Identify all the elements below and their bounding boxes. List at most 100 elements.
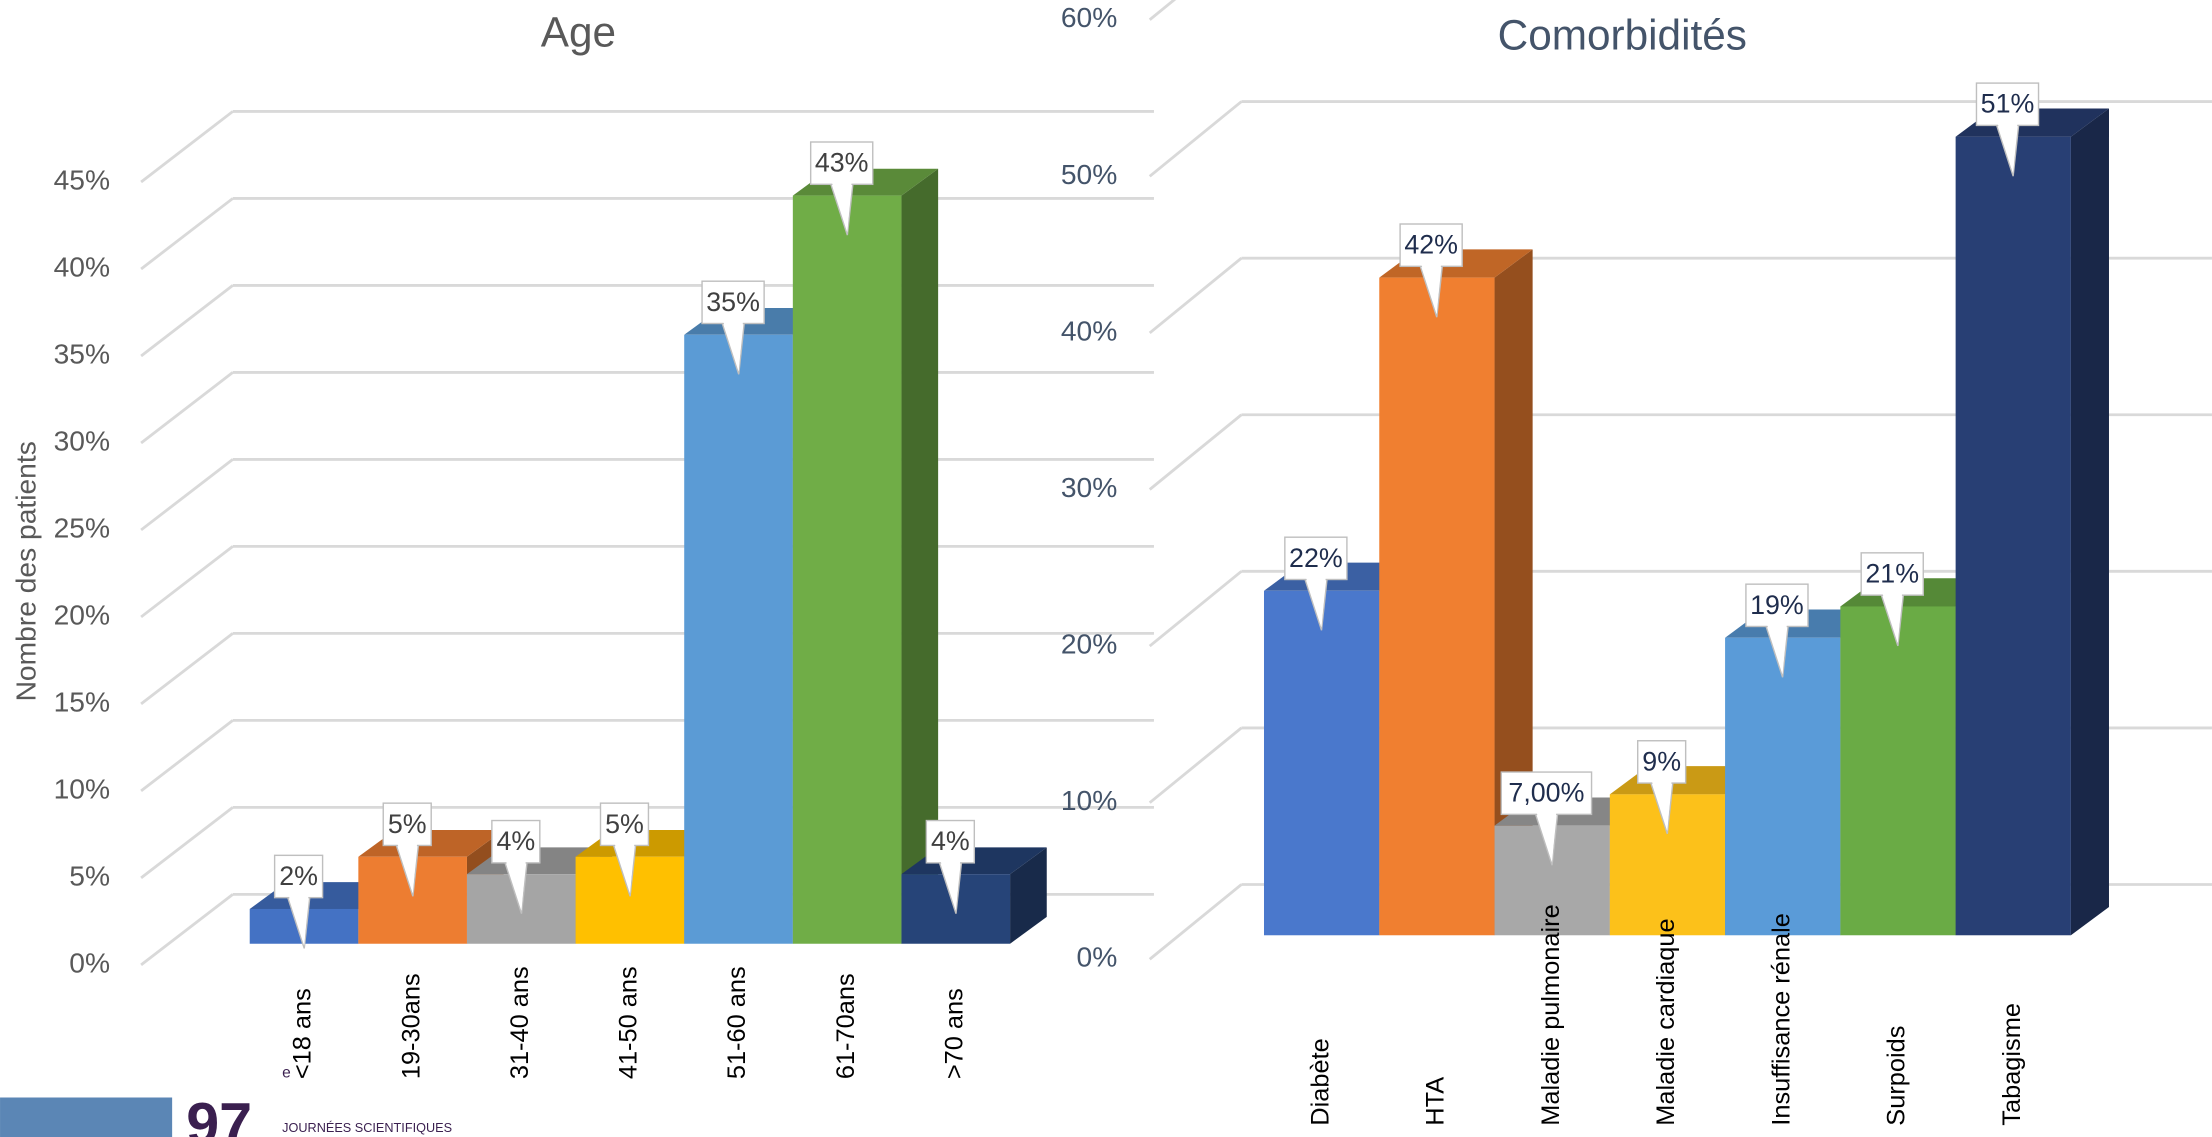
y-tick-label: 50% (1061, 158, 1117, 190)
grid-line (140, 893, 234, 967)
y-tick-label: 45% (54, 163, 110, 195)
y-tick-label: 15% (54, 685, 110, 717)
grid-line (140, 458, 234, 532)
value-label-box (1860, 552, 1924, 596)
value-label: 9% (1642, 746, 1681, 776)
chart-title: Comorbidités (1498, 11, 1747, 58)
chart-title: Age (541, 8, 616, 55)
value-label-pointer-fill (397, 843, 418, 894)
y-tick-label: 25% (54, 511, 110, 543)
value-label-box (1745, 583, 1809, 628)
grid-line (1148, 413, 1243, 491)
logo-number: 97 (186, 1090, 252, 1137)
value-label: 4% (931, 826, 970, 856)
logo: 97 e JOURNÉES SCIENTIFIQUES (0, 1065, 452, 1137)
grid-line (140, 284, 234, 358)
value-label: 5% (605, 809, 644, 839)
y-axis-label: Nombre des patients (10, 441, 42, 701)
bar (792, 195, 902, 944)
y-tick-label: 10% (1061, 784, 1117, 816)
x-tick-label: Insuffisance rénale (1767, 913, 1795, 1126)
bar (684, 334, 793, 944)
y-tick-label: 40% (54, 250, 110, 282)
value-label-pointer-fill (1651, 780, 1672, 832)
y-tick-label: 5% (69, 859, 110, 891)
value-label: 22% (1289, 543, 1343, 573)
value-label-box (273, 854, 324, 899)
value-label: 5% (388, 809, 427, 839)
bar (1263, 590, 1380, 936)
x-tick-label: >70 ans (940, 988, 968, 1079)
y-tick-label: 30% (54, 424, 110, 456)
x-tick-label: Surpoids (1883, 1026, 1911, 1126)
value-label-box (599, 802, 650, 847)
x-tick-label: 19-30ans (397, 973, 425, 1079)
y-tick-label: 30% (1061, 471, 1117, 503)
x-tick-label: 61-70ans (832, 973, 860, 1079)
value-label: 2% (279, 861, 318, 891)
grid-line (1148, 726, 1243, 804)
value-label-pointer-fill (614, 843, 635, 894)
grid-line (1148, 570, 1243, 648)
value-label-box (1500, 771, 1593, 816)
grid-line (140, 197, 234, 271)
grid-line (1148, 100, 1243, 178)
value-label-pointer-fill (288, 895, 309, 946)
value-label: 42% (1404, 230, 1458, 260)
grid-line (140, 545, 234, 619)
value-label-pointer-fill (1536, 812, 1557, 863)
value-label-box (1636, 740, 1687, 784)
y-tick-label: 20% (54, 598, 110, 630)
bar (1955, 136, 2071, 936)
grid-line (1148, 257, 1243, 335)
x-tick-label: <18 ans (289, 988, 317, 1079)
grid-line (140, 806, 234, 880)
grid-line (140, 719, 234, 793)
logo-text: JOURNÉES SCIENTIFIQUES (282, 1120, 452, 1135)
grid-line (140, 371, 234, 445)
value-label-pointer-fill (1882, 593, 1903, 644)
value-label: 43% (815, 148, 869, 178)
bar (1840, 606, 1956, 936)
y-tick-label: 40% (1061, 314, 1117, 346)
value-label-pointer-fill (1997, 123, 2018, 174)
value-label-pointer-fill (831, 182, 852, 233)
bar (1725, 637, 1841, 936)
value-label: 4% (496, 826, 535, 856)
x-tick-label: HTA (1422, 1077, 1450, 1126)
grid-line (1148, 883, 1243, 961)
x-tick-label: 31-40 ans (506, 966, 534, 1079)
value-label-pointer-fill (1305, 577, 1326, 628)
x-tick-label: Tabagisme (1998, 1003, 2026, 1126)
value-label: 35% (706, 287, 760, 317)
value-label-pointer-fill (1767, 624, 1787, 675)
x-tick-label: Maladie pulmonaire (1537, 904, 1565, 1125)
value-label: 7,00% (1508, 778, 1584, 808)
value-label-pointer-fill (940, 860, 961, 911)
bar-side (2070, 108, 2109, 936)
y-tick-label: 20% (1061, 628, 1117, 660)
logo-sup: e (282, 1065, 291, 1082)
value-label-box (491, 819, 541, 864)
y-tick-label: 35% (54, 337, 110, 369)
value-label: 51% (1981, 89, 2035, 119)
x-tick-label: Diabète (1306, 1038, 1334, 1125)
bar-side (1494, 249, 1533, 936)
logo-image (0, 1097, 173, 1137)
value-label-box (701, 280, 765, 325)
bar (1379, 277, 1495, 936)
value-label: 19% (1750, 590, 1804, 620)
x-tick-label: 51-60 ans (723, 966, 751, 1079)
y-tick-label: 0% (69, 946, 110, 978)
value-label-pointer-fill (1421, 264, 1442, 315)
grid-line (1148, 0, 1177, 21)
y-tick-label: 0% (1077, 941, 1118, 973)
value-label: 21% (1865, 558, 1919, 588)
grid-line (140, 110, 234, 184)
bar-side (901, 168, 939, 944)
value-label-box (1975, 82, 2040, 127)
y-tick-label: 60% (1061, 1, 1117, 33)
value-label-pointer-fill (723, 321, 743, 372)
y-tick-label: 10% (54, 772, 110, 804)
